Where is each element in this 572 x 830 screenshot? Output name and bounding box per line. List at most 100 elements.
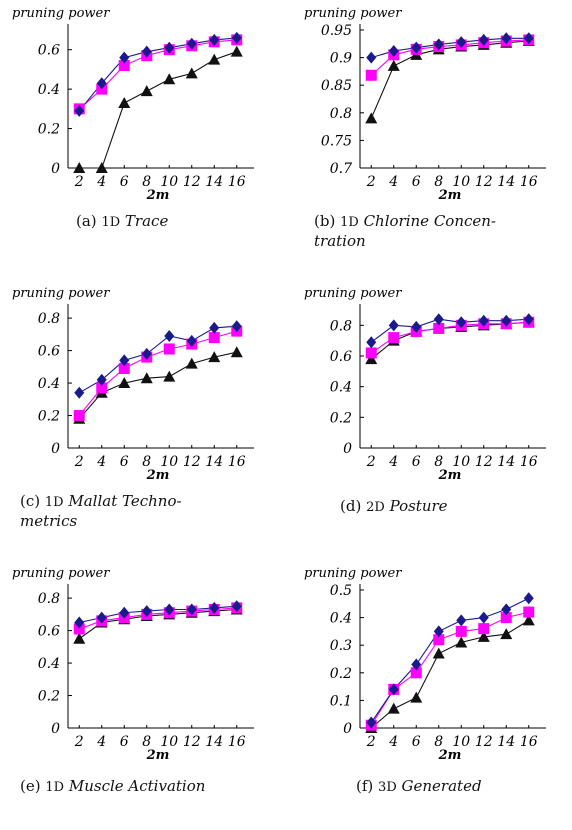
- y-tick-label: 0: [51, 721, 60, 737]
- x-tick-label: 4: [388, 454, 398, 470]
- data-point-diamond: [209, 601, 220, 614]
- y-tick-label: 0: [51, 161, 60, 177]
- data-point-triangle: [410, 691, 423, 703]
- x-tick-label: 12: [475, 174, 493, 190]
- y-tick-label: 0.8: [38, 591, 60, 607]
- chart-panel-b: pruning power 0.7 0.75 0.8 0.85 0.9 0.95 2 4 6 8 10…: [302, 0, 562, 270]
- caption-dataset: Trace: [124, 212, 169, 230]
- data-point-diamond: [411, 658, 422, 671]
- y-tick-label: 0.6: [330, 349, 352, 365]
- data-point-triangle: [163, 370, 176, 382]
- y-tick-label: 0.8: [330, 318, 352, 334]
- data-point-square: [388, 332, 400, 344]
- caption-label: (d): [340, 497, 362, 515]
- x-tick-label: 8: [142, 734, 151, 750]
- y-tick-label: 0.4: [38, 82, 60, 98]
- data-point-triangle: [208, 53, 221, 65]
- x-tick-label: 6: [120, 174, 129, 190]
- data-point-diamond: [478, 314, 489, 327]
- data-point-diamond: [478, 611, 489, 624]
- x-tick-label: 12: [183, 734, 201, 750]
- data-point-triangle: [387, 59, 400, 71]
- y-tick-label: 0.85: [321, 78, 352, 94]
- caption-label: (a): [76, 212, 97, 230]
- data-point-diamond: [209, 33, 220, 46]
- y-tick-label: 0.8: [38, 311, 60, 327]
- x-tick-label: 12: [183, 454, 201, 470]
- data-point-diamond: [96, 373, 107, 386]
- data-point-triangle: [95, 162, 108, 173]
- y-tick-label: 0: [51, 441, 60, 457]
- x-tick-label: 6: [120, 734, 129, 750]
- x-tick-label: 4: [96, 174, 106, 190]
- data-point-square: [455, 625, 467, 637]
- chart-panel-d: pruning power 0 0.2 0.4 0.6 0.8 2 4 6 8 10 12 14 16 2m: [302, 280, 562, 550]
- data-point-diamond: [433, 38, 444, 51]
- data-point-diamond: [501, 32, 512, 45]
- data-point-diamond: [119, 354, 130, 367]
- data-point-diamond: [231, 600, 242, 613]
- data-point-square: [523, 606, 535, 618]
- data-point-triangle: [477, 630, 490, 642]
- x-tick-label: 14: [205, 174, 223, 190]
- data-point-square: [410, 667, 422, 679]
- x-tick-label: 2: [74, 734, 84, 750]
- data-point-diamond: [411, 41, 422, 54]
- caption-dataset: Chlorine Concen-: [363, 212, 496, 230]
- chart-c: pruning power 0 0.2 0.4 0.6 0.8 2 4 6 8 10 12 14 16 2m: [12, 286, 254, 483]
- data-point-triangle: [73, 632, 86, 644]
- y-tick-label: 0.2: [330, 410, 352, 426]
- x-tick-label: 2: [366, 454, 376, 470]
- chart-e: pruning power 0 0.2 0.4 0.6 0.8 2 4 6 8 10 12 14 16 2m: [12, 566, 254, 763]
- y-axis-label: pruning power: [12, 286, 110, 301]
- chart-a: pruning power 0 0.2 0.4 0.6 2 4 6 8 10 12 14 16 2m: [12, 6, 254, 203]
- data-point-diamond: [501, 603, 512, 616]
- caption-dataset-cont: metrics: [20, 512, 78, 530]
- data-point-diamond: [119, 606, 130, 619]
- x-tick-label: 2: [74, 174, 84, 190]
- chart-panel-a: pruning power 0 0.2 0.4 0.6 2 4 6 8 10 12 14 16 2m: [10, 0, 270, 270]
- y-tick-label: 0.1: [330, 693, 352, 709]
- data-point-diamond: [164, 41, 175, 54]
- data-point-square: [118, 59, 130, 71]
- caption-e: (e) 1D Muscle Activation: [20, 777, 280, 797]
- x-tick-label: 12: [475, 454, 493, 470]
- data-point-triangle: [387, 702, 400, 714]
- chart-panel-e: pruning power 0 0.2 0.4 0.6 0.8 2 4 6 8 10 12 14 16 2m: [10, 560, 270, 830]
- x-tick-label: 4: [96, 454, 106, 470]
- x-tick-label: 14: [205, 454, 223, 470]
- data-point-diamond: [366, 716, 377, 729]
- y-axis-label: pruning power: [12, 566, 110, 581]
- x-tick-label: 10: [452, 734, 470, 750]
- x-axis-label: 2m: [438, 468, 462, 483]
- data-point-diamond: [523, 32, 534, 45]
- caption-dimension: 3D: [378, 780, 397, 795]
- data-point-diamond: [186, 334, 197, 347]
- data-point-square: [478, 623, 490, 635]
- y-tick-label: 0.7: [330, 161, 352, 177]
- x-tick-label: 16: [520, 174, 538, 190]
- data-point-triangle: [163, 73, 176, 85]
- x-tick-label: 8: [434, 734, 443, 750]
- data-point-square: [500, 612, 512, 624]
- data-point-diamond: [523, 592, 534, 605]
- chart-d: pruning power 0 0.2 0.4 0.6 0.8 2 4 6 8 10 12 14 16 2m: [304, 286, 546, 483]
- data-point-diamond: [119, 51, 130, 64]
- data-point-square: [73, 410, 85, 422]
- x-tick-label: 14: [497, 174, 515, 190]
- y-tick-label: 0.6: [38, 43, 60, 59]
- x-tick-label: 2: [74, 454, 84, 470]
- series-square-line: [78, 330, 237, 416]
- data-point-triangle: [118, 96, 131, 108]
- x-tick-label: 16: [520, 734, 538, 750]
- chart-b: pruning power 0.7 0.75 0.8 0.85 0.9 0.95 2 4 6 8 10…: [304, 6, 546, 203]
- x-tick-label: 10: [160, 174, 178, 190]
- data-point-diamond: [231, 31, 242, 44]
- data-point-triangle: [522, 614, 535, 626]
- x-tick-label: 2: [366, 734, 376, 750]
- caption-f: (f) 3D Generated: [356, 777, 556, 797]
- y-axis-label: pruning power: [304, 286, 402, 301]
- x-axis-label: 2m: [146, 748, 170, 763]
- caption-label: (c): [20, 492, 41, 510]
- series-diamond-line: [79, 325, 237, 394]
